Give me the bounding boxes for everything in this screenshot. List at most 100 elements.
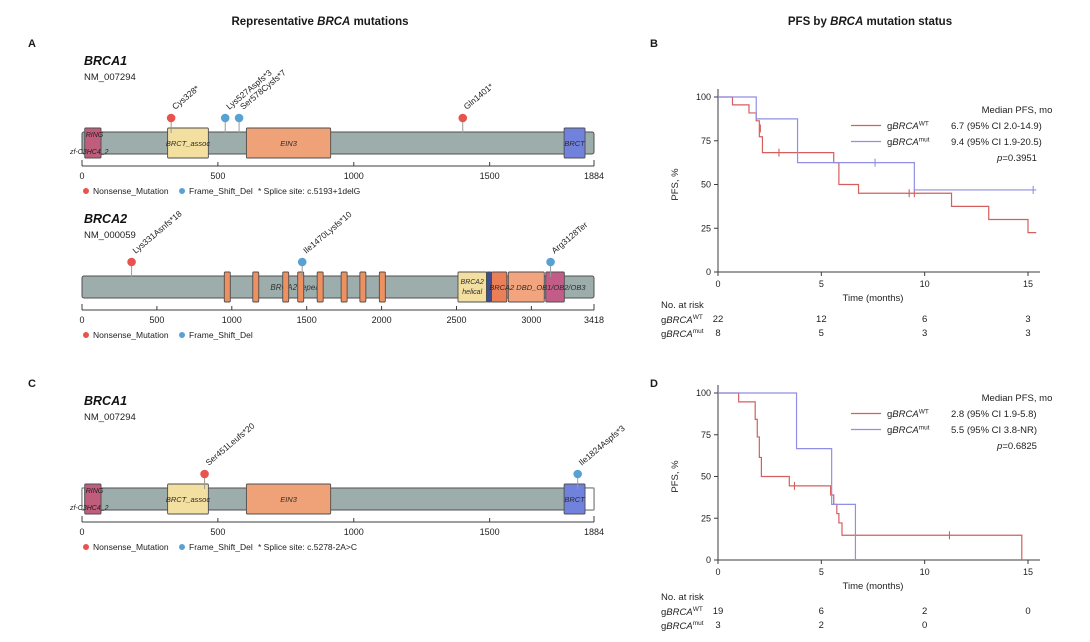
svg-text:Frame_Shift_Del: Frame_Shift_Del [189,542,253,552]
svg-text:Nonsense_Mutation: Nonsense_Mutation [93,330,169,340]
panel-label-a: A [28,38,36,50]
svg-text:2.8 (95% CI 1.9-5.8): 2.8 (95% CI 1.9-5.8) [951,409,1037,420]
svg-text:gBRCAmut: gBRCAmut [887,137,930,149]
svg-text:0: 0 [715,567,720,577]
left-title-pre: Representative [231,16,318,28]
svg-text:500: 500 [210,527,225,537]
risk-count: 3 [715,619,721,631]
svg-text:10: 10 [920,567,930,577]
svg-text:0: 0 [79,527,84,537]
svg-text:0: 0 [79,315,84,325]
svg-text:BRCA2 repeat: BRCA2 repeat [270,283,322,292]
svg-text:500: 500 [149,315,164,325]
svg-text:EIN3: EIN3 [280,139,298,148]
gene-name-brca1-panel-c: BRCA1 [84,394,128,408]
risk-row-label: gBRCAWT [661,314,703,327]
panel-label-b: B [650,38,658,50]
risk-table-row: gBRCAmut 3 2 0 [655,620,1090,634]
svg-text:Time (months): Time (months) [843,293,904,304]
risk-count: 6 [922,314,928,325]
gene-name-brca1-panel-a: BRCA1 [84,54,128,68]
svg-text:3418: 3418 [584,315,604,325]
svg-text:BRCA2 DBD_OB1/OB2/OB3: BRCA2 DBD_OB1/OB2/OB3 [489,283,586,292]
svg-text:6.7 (95% CI 2.0-14.9): 6.7 (95% CI 2.0-14.9) [951,121,1042,132]
risk-table-row: gBRCAWT 22 12 6 3 [655,314,1090,328]
km-plot-panel-d: 0 25 50 75 100 PFS, % 0 5 10 15 Time (months) Media… [670,385,1053,592]
risk-count: 0 [922,619,928,631]
risk-row-label: gBRCAmut [661,327,704,340]
svg-text:Time (months): Time (months) [843,581,904,592]
risk-row-label: gBRCAWT [661,606,703,619]
svg-text:100: 100 [696,92,711,102]
svg-text:0: 0 [706,555,711,565]
svg-text:Median PFS, mo: Median PFS, mo [982,393,1053,404]
svg-text:gBRCAmut: gBRCAmut [887,425,930,437]
svg-text:2000: 2000 [372,315,392,325]
svg-text:0: 0 [706,267,711,277]
risk-table-panel-b: No. at risk gBRCAWT 22 12 6 3 gBRCAmut 8 5 3 3 [655,300,1090,341]
risk-row-label: gBRCAmut [661,619,704,632]
svg-text:Nonsense_Mutation: Nonsense_Mutation [93,186,169,196]
right-title-gene: BRCA [830,16,864,28]
risk-table-title: No. at risk [661,592,704,603]
svg-text:50: 50 [701,472,711,482]
svg-text:1500: 1500 [480,171,500,181]
svg-text:Cys328*: Cys328* [170,83,202,112]
svg-text:BRCA2: BRCA2 [461,279,484,286]
svg-text:50: 50 [701,180,711,190]
risk-count: 3 [1025,327,1031,339]
svg-text:5: 5 [819,567,824,577]
risk-table-title: No. at risk [661,300,704,311]
svg-text:p=0.3951: p=0.3951 [996,153,1037,164]
svg-text:2500: 2500 [446,315,466,325]
transcript-brca2-panel-a: NM_000059 [84,230,136,241]
svg-text:Median PFS, mo: Median PFS, mo [982,105,1053,116]
svg-text:25: 25 [701,223,711,233]
risk-count: 19 [712,606,724,617]
svg-text:BRCT: BRCT [564,495,586,504]
svg-text:1884: 1884 [584,171,604,181]
svg-text:BRCT_assoc: BRCT_assoc [166,495,210,504]
right-title-post: mutation status [863,16,953,28]
svg-text:5: 5 [819,279,824,289]
svg-text:gBRCAWT: gBRCAWT [887,409,929,421]
svg-text:zf-C3HC4_2: zf-C3HC4_2 [69,505,109,512]
svg-text:Arg3128Ter: Arg3128Ter [549,220,589,256]
right-title-pre: PFS by [787,16,831,28]
svg-text:1000: 1000 [222,315,242,325]
transcript-brca1-panel-c: NM_007294 [84,412,136,423]
svg-text:1000: 1000 [344,527,364,537]
svg-text:PFS, %: PFS, % [670,168,681,201]
risk-table-row: gBRCAWT 19 6 2 0 [655,606,1090,620]
svg-text:* Splice site: c.5278-2A>C: * Splice site: c.5278-2A>C [258,542,357,552]
svg-text:1000: 1000 [344,171,364,181]
svg-text:0: 0 [79,171,84,181]
svg-text:15: 15 [1023,279,1033,289]
gene-name-brca2-panel-a: BRCA2 [84,212,128,226]
svg-text:5.5 (95% CI 3.8-NR): 5.5 (95% CI 3.8-NR) [951,425,1037,436]
svg-text:3000: 3000 [521,315,541,325]
svg-text:EIN3: EIN3 [280,495,298,504]
svg-text:1500: 1500 [480,527,500,537]
right-figure-title: PFS by BRCA mutation status [725,16,1015,28]
svg-text:10: 10 [920,279,930,289]
transcript-brca1-panel-a: NM_007294 [84,72,136,83]
svg-text:zf-C3HC4_2: zf-C3HC4_2 [69,149,109,156]
risk-count: 3 [922,327,928,339]
svg-text:RING: RING [86,488,104,495]
risk-count: 22 [712,314,724,325]
risk-count: 2 [922,606,928,617]
svg-text:gBRCAWT: gBRCAWT [887,121,929,133]
svg-text:75: 75 [701,136,711,146]
svg-text:25: 25 [701,513,711,523]
svg-text:Frame_Shift_Del: Frame_Shift_Del [189,330,253,340]
risk-count: 5 [818,327,824,339]
risk-count: 0 [1025,606,1031,617]
svg-text:Lys331Asnfs*18: Lys331Asnfs*18 [130,208,183,255]
svg-text:helical: helical [462,289,482,296]
svg-text:BRCT_assoc: BRCT_assoc [166,139,210,148]
svg-text:500: 500 [210,171,225,181]
svg-text:0: 0 [715,279,720,289]
svg-text:Nonsense_Mutation: Nonsense_Mutation [93,542,169,552]
